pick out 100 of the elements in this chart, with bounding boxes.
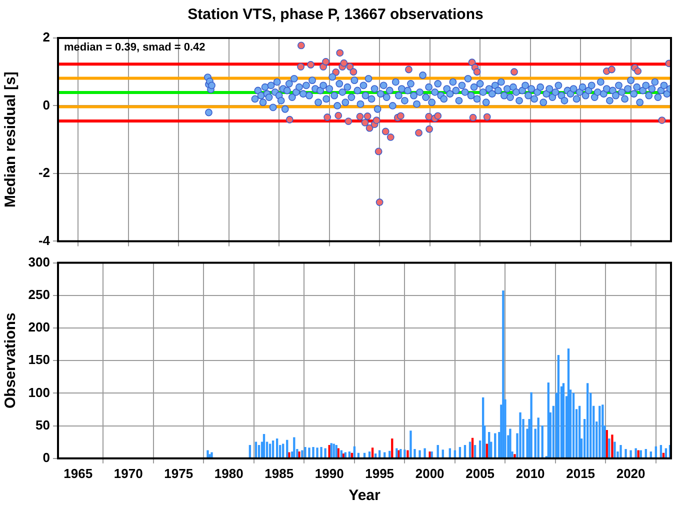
bar	[611, 434, 614, 458]
point	[608, 66, 616, 74]
point	[364, 112, 372, 120]
x-tick-label: 1985	[264, 466, 294, 481]
bar	[293, 437, 296, 458]
bar	[514, 454, 516, 458]
x-tick-label: 1995	[365, 466, 394, 481]
bar	[486, 444, 488, 458]
bar	[308, 448, 310, 458]
bar	[304, 446, 306, 458]
bar	[410, 430, 412, 458]
point	[334, 112, 342, 120]
bar	[530, 392, 532, 458]
bar	[598, 406, 601, 458]
point	[382, 128, 390, 136]
bar	[624, 448, 627, 458]
x-tick-label: 2010	[516, 466, 545, 481]
point	[336, 49, 344, 57]
bar	[301, 450, 304, 458]
y-tick-label: 100	[28, 384, 50, 400]
y-axis-title: Median residual [s]	[2, 72, 20, 208]
y-tick-label: -2	[38, 165, 50, 180]
point	[426, 125, 434, 133]
y-tick-label: -4	[38, 232, 51, 248]
point	[346, 63, 354, 70]
bar	[406, 450, 409, 458]
bar	[262, 434, 266, 458]
point	[372, 116, 380, 124]
y-tick-label: 0	[42, 97, 50, 112]
bar	[586, 383, 589, 458]
bar	[519, 412, 522, 458]
y-tick-label: 150	[28, 352, 50, 368]
bar	[578, 406, 581, 458]
bar	[404, 450, 406, 458]
point	[340, 59, 348, 67]
y-tick-label: 50	[36, 417, 50, 432]
point	[469, 114, 477, 122]
bar	[606, 430, 608, 458]
bar	[614, 442, 616, 458]
point	[658, 116, 666, 124]
point	[350, 68, 358, 76]
chart-title: Station VTS, phase P, 13667 observations	[188, 6, 484, 24]
point	[297, 42, 305, 50]
bar	[316, 448, 318, 458]
y-tick-label: 0	[42, 450, 50, 465]
x-tick-label: 1970	[114, 466, 143, 481]
bar	[418, 450, 421, 458]
point	[510, 68, 518, 76]
point	[415, 129, 422, 137]
point	[374, 148, 382, 156]
x-tick-label: 2000	[415, 466, 444, 481]
x-tick-label: 2005	[466, 466, 495, 481]
point	[286, 116, 294, 124]
point	[434, 112, 442, 120]
y-tick-label: 200	[28, 320, 50, 335]
point	[634, 67, 642, 75]
x-tick-label: 1975	[164, 466, 194, 481]
bar	[572, 392, 575, 458]
bar	[567, 348, 570, 458]
point	[468, 58, 476, 66]
point	[356, 112, 364, 120]
y-axis-title: Observations	[2, 312, 20, 409]
bar	[537, 418, 540, 458]
x-tick-label: 2015	[566, 466, 596, 481]
bar	[602, 404, 604, 458]
x-tick-label: 2020	[616, 466, 646, 481]
point	[376, 198, 384, 206]
bar	[630, 450, 632, 458]
point	[483, 113, 491, 121]
x-tick-label: 1990	[314, 466, 344, 481]
bar	[634, 448, 637, 458]
point	[324, 114, 332, 121]
point	[425, 112, 433, 120]
bar	[608, 438, 610, 458]
bar	[324, 448, 326, 458]
point	[396, 112, 404, 120]
bar	[541, 425, 544, 458]
point	[344, 118, 352, 126]
point	[473, 68, 481, 76]
bar	[332, 444, 335, 458]
bar	[206, 450, 209, 458]
y-tick-label: 250	[28, 286, 50, 302]
annotation: median = 0.39, smad = 0.42	[64, 42, 206, 54]
point	[366, 124, 374, 132]
point	[361, 118, 369, 126]
bar	[268, 444, 272, 458]
point	[322, 58, 330, 66]
y-tick-label: 300	[28, 254, 50, 270]
bar	[562, 383, 565, 458]
x-tick-label: 1965	[64, 466, 93, 481]
bar	[509, 428, 512, 458]
bar	[424, 448, 426, 458]
bar	[557, 355, 560, 458]
bar	[620, 445, 622, 458]
point	[332, 68, 340, 76]
point	[386, 134, 394, 141]
bar	[320, 446, 322, 458]
bar	[312, 446, 314, 458]
bar	[502, 290, 504, 458]
point	[405, 66, 412, 74]
